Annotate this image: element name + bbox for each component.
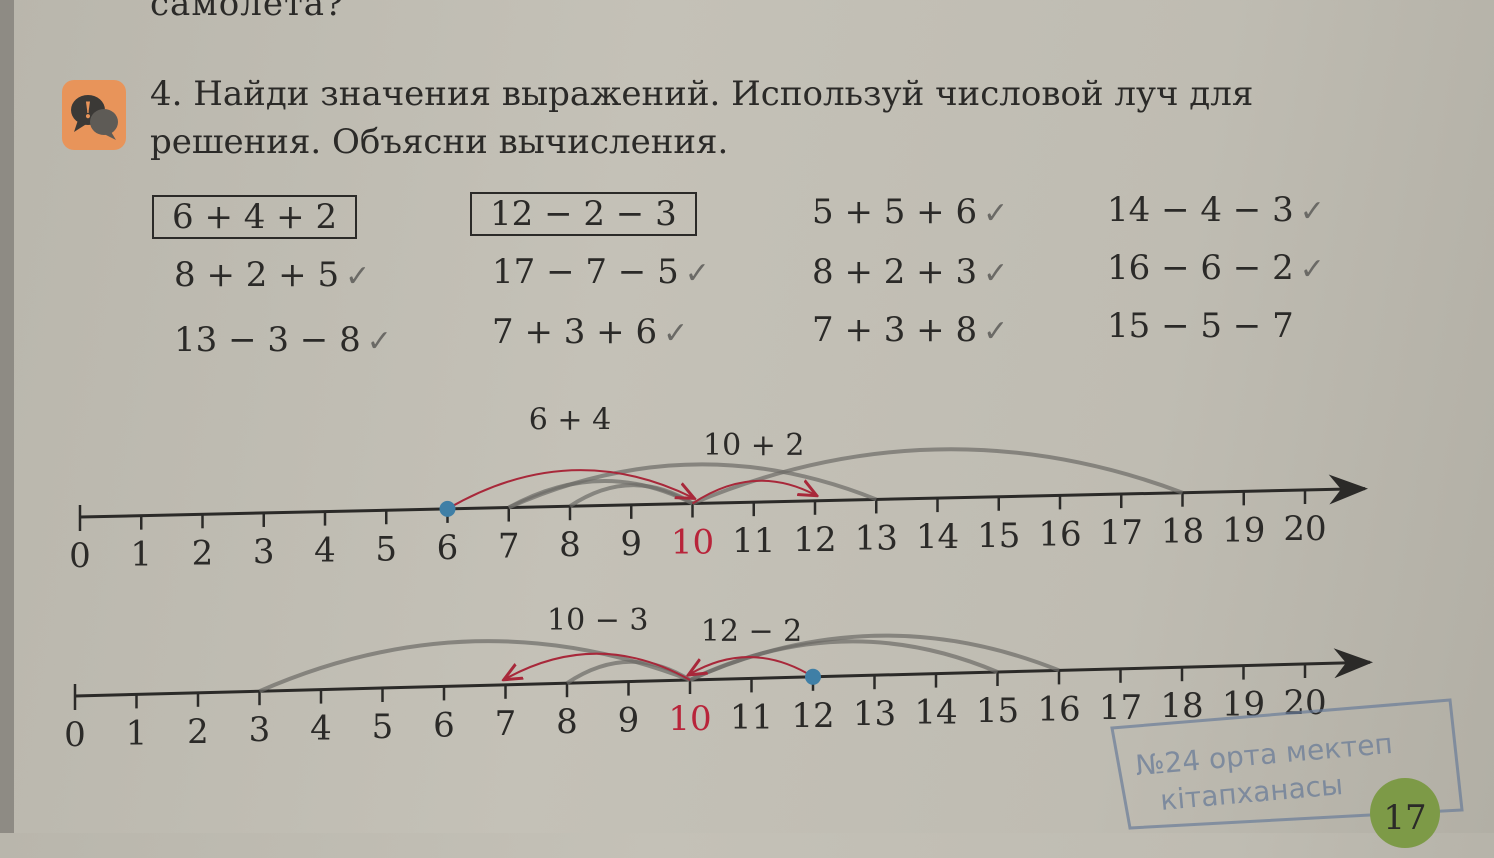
- jump-label: 10 + 2: [703, 428, 804, 463]
- tick-label: 11: [730, 697, 773, 737]
- jump-arrow: [506, 652, 691, 680]
- number-lines: 0 1 2 3 4 5 6 7 8 9 10 11 12 13 14 15 16 17 18 19 206 + 410 …: [64, 403, 1464, 830]
- tick-label: 12: [793, 520, 836, 560]
- tick-label: 0: [64, 715, 86, 755]
- tick-label: 14: [914, 693, 957, 733]
- expression-text: 8 + 2 + 3: [812, 252, 978, 292]
- jump-label: 10 − 3: [547, 603, 648, 638]
- tick-label: 9: [620, 524, 642, 564]
- tick-label: 16: [1037, 689, 1080, 729]
- tick-label: 3: [249, 710, 271, 750]
- start-point-dot: [439, 500, 456, 517]
- expression-text: 14 − 4 − 3: [1107, 190, 1294, 230]
- book-spine: [0, 0, 14, 833]
- check-mark-icon: ✓: [684, 256, 710, 291]
- jump-label: 12 − 2: [701, 614, 802, 649]
- tick-label: 13: [855, 518, 898, 558]
- tick-label: 10: [671, 523, 714, 563]
- tick-label: 14: [916, 517, 959, 557]
- expression-text: 15 − 5 − 7: [1107, 306, 1294, 346]
- tick-label: 18: [1161, 512, 1204, 552]
- expression-text: 8 + 2 + 5: [174, 255, 340, 295]
- svg-text:!: !: [83, 98, 93, 124]
- tick-label: 10: [668, 699, 711, 739]
- tick-label: 9: [618, 701, 640, 741]
- jump-arrow: [690, 656, 814, 678]
- tick-label: 4: [310, 709, 332, 749]
- check-mark-icon: ✓: [1299, 252, 1325, 287]
- check-mark-icon: ✓: [663, 316, 689, 351]
- tick-label: 8: [556, 702, 578, 742]
- pencil-arc: [507, 462, 877, 510]
- expression-text: 16 − 6 − 2: [1107, 248, 1294, 288]
- number-line-axis: [74, 648, 1373, 698]
- tick-label: 16: [1038, 514, 1081, 554]
- expression-text: 12 − 2 − 3: [490, 194, 677, 234]
- tick-label: 1: [130, 535, 152, 575]
- expression-text: 17 − 7 − 5: [492, 252, 679, 292]
- pencil-arc: [258, 639, 691, 694]
- tick-label: 0: [69, 536, 91, 576]
- expression: 5 + 5 + 6 ✓: [812, 192, 1008, 232]
- expression: 16 − 6 − 2 ✓: [1107, 248, 1325, 288]
- check-mark-icon: ✓: [983, 256, 1009, 291]
- tick-label: 6: [437, 528, 459, 568]
- jump-arrow: [691, 481, 816, 505]
- expression-text: 5 + 5 + 6: [812, 192, 978, 232]
- tick-label: 3: [253, 532, 275, 572]
- expression: 7 + 3 + 8 ✓: [812, 310, 1008, 350]
- expression-text: 7 + 3 + 8: [812, 310, 978, 350]
- tick-label: 6: [433, 705, 455, 745]
- check-mark-icon: ✓: [345, 259, 371, 294]
- tick-label: 5: [375, 529, 397, 569]
- check-mark-icon: ✓: [1299, 194, 1325, 229]
- tick-label: 17: [1099, 688, 1142, 728]
- expression-text: 6 + 4 + 2: [172, 197, 338, 237]
- check-mark-icon: ✓: [983, 196, 1009, 231]
- expression: 7 + 3 + 6 ✓: [492, 312, 688, 352]
- expression: 17 − 7 − 5 ✓: [492, 252, 710, 292]
- expression: 8 + 2 + 3 ✓: [812, 252, 1008, 292]
- tick-label: 7: [495, 704, 517, 744]
- expression-text: 13 − 3 − 8: [174, 320, 361, 360]
- discussion-bubbles-icon: !: [62, 80, 126, 150]
- pencil-arc: [689, 633, 1060, 682]
- tick-label: 2: [187, 712, 209, 752]
- tick-label: 8: [559, 525, 581, 565]
- tick-label: 12: [791, 696, 834, 736]
- expression: 6 + 4 + 2: [152, 195, 358, 239]
- tick-label: 11: [732, 521, 775, 561]
- page-number: 17: [1370, 778, 1440, 848]
- tick-label: 20: [1283, 509, 1326, 549]
- jump-label: 6 + 4: [529, 403, 611, 438]
- check-mark-icon: ✓: [366, 324, 392, 359]
- pencil-arc: [691, 447, 1184, 506]
- expression-text: 7 + 3 + 6: [492, 312, 658, 352]
- tick-label: 13: [853, 694, 896, 734]
- tick-label: 4: [314, 531, 336, 571]
- tick-label: 5: [372, 707, 394, 747]
- tick-label: 7: [498, 527, 520, 567]
- tick-label: 19: [1222, 510, 1265, 550]
- tick-label: 20: [1283, 683, 1326, 723]
- expression: 8 + 2 + 5 ✓: [174, 255, 370, 295]
- tick-label: 2: [192, 533, 214, 573]
- expression: 15 − 5 − 7: [1107, 306, 1294, 346]
- expression: 14 − 4 − 3 ✓: [1107, 190, 1325, 230]
- previous-task-text: самолета?: [150, 0, 345, 24]
- tick-label: 1: [126, 713, 148, 753]
- tick-label: 15: [977, 516, 1020, 556]
- check-mark-icon: ✓: [983, 314, 1009, 349]
- tick-label: 15: [976, 691, 1019, 731]
- start-point-dot: [805, 668, 821, 685]
- jump-arrow: [446, 469, 693, 510]
- tick-label: 17: [1100, 513, 1143, 553]
- number-line-axis: [79, 474, 1368, 519]
- task-statement: 4. Найди значения выражений. Используй ч…: [150, 74, 1254, 162]
- library-stamp-frame: [1110, 698, 1464, 830]
- expression: 13 − 3 − 8 ✓: [174, 320, 392, 360]
- expression: 12 − 2 − 3: [470, 192, 697, 236]
